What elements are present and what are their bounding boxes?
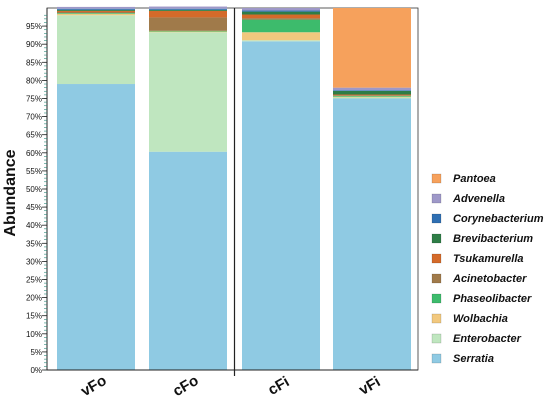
legend-label-acinetobacter: Acinetobacter: [452, 273, 527, 285]
bar-cFi-advenella: [242, 8, 320, 11]
bar-cFi-phaseolibacter: [242, 19, 320, 33]
legend: Pantoea Advenella Corynebacterium Brevibact…: [431, 173, 544, 365]
legend-swatch-serratia: [431, 353, 442, 364]
legend-swatch-corynebacterium: [431, 213, 442, 224]
y-tick-label: 90%: [26, 40, 42, 49]
x-tick-label: cFo: [170, 372, 202, 400]
y-tick-label: 45%: [26, 203, 42, 212]
bar-vFi-wolbachia: [333, 96, 411, 98]
bar-vFi-enterobacter: [333, 97, 411, 99]
bar-cFo-enterobacter: [149, 32, 227, 152]
bar-cFi-brevibacterium: [242, 11, 320, 15]
bar-vFi-brevibacterium: [333, 90, 411, 95]
legend-label-pantoea: Pantoea: [453, 173, 496, 185]
bar-cFo-phaseolibacter: [149, 30, 227, 32]
bar-cFi-tsukamurella: [242, 14, 320, 19]
bar-vFi-tsukamurella: [333, 94, 411, 96]
legend-swatch-advenella: [431, 193, 442, 204]
y-tick-label: 50%: [26, 185, 42, 194]
bar-cFi-serratia: [242, 41, 320, 370]
bar-vFi-serratia: [333, 98, 411, 370]
bar-vFi-acinetobacter: [333, 95, 411, 96]
bar-vFi-advenella: [333, 87, 411, 91]
bar-vFo-wolbachia: [57, 13, 135, 16]
y-tick-label: 95%: [26, 22, 42, 31]
x-tick-label: vFo: [78, 372, 110, 400]
bar-cFi-wolbachia: [242, 32, 320, 41]
y-tick-label: 35%: [26, 239, 42, 248]
legend-swatch-wolbachia: [431, 313, 442, 324]
bar-vFi-pantoea: [333, 8, 411, 88]
x-tick-label: vFi: [356, 373, 383, 399]
y-tick-label: 0%: [30, 366, 42, 375]
y-tick-label: 10%: [26, 330, 42, 339]
bar-cFo-tsukamurella: [149, 10, 227, 18]
bar-vFo-serratia: [57, 84, 135, 371]
x-tick-label: cFi: [265, 373, 292, 399]
bar-vFo-phaseolibacter: [57, 13, 135, 14]
legend-swatch-phaseolibacter: [431, 293, 442, 304]
bar-vFo-brevibacterium: [57, 9, 135, 11]
bar-cFo-corynebacterium: [149, 8, 227, 10]
legend-label-enterobacter: Enterobacter: [453, 333, 522, 345]
y-tick-label: 25%: [26, 276, 42, 285]
legend-label-serratia: Serratia: [453, 353, 494, 365]
bar-cFo-wolbachia: [149, 31, 227, 33]
y-tick-label: 80%: [26, 76, 42, 85]
y-tick-label: 75%: [26, 95, 42, 104]
bar-vFo-tsukamurella: [57, 10, 135, 12]
bar-cFi-corynebacterium: [242, 10, 320, 12]
x-tick-labels: vFo cFo cFi vFi: [78, 372, 383, 400]
bar-cFi-enterobacter: [242, 40, 320, 42]
legend-label-advenella: Advenella: [452, 193, 505, 205]
y-tick-labels: 0% 5% 10% 15% 20% 25% 30% 35% 40% 45% 50% 55% 60% 65%…: [26, 22, 42, 375]
legend-label-tsukamurella: Tsukamurella: [453, 253, 524, 265]
bar-vFo-acinetobacter: [57, 11, 135, 14]
bar-cFo-acinetobacter: [149, 17, 227, 31]
legend-swatch-tsukamurella: [431, 253, 442, 264]
bar-vFo-advenella: [57, 6, 135, 9]
y-axis-label: Abundance: [2, 149, 19, 236]
bar-cFo-advenella: [149, 6, 227, 9]
bars-group: [57, 6, 411, 371]
bar-vFi-corynebacterium: [333, 90, 411, 91]
y-tick-label: 70%: [26, 113, 42, 122]
y-tick-label: 60%: [26, 149, 42, 158]
legend-swatch-brevibacterium: [431, 233, 442, 244]
y-tick-label: 65%: [26, 131, 42, 140]
bar-cFi-acinetobacter: [242, 18, 320, 20]
y-tick-label: 40%: [26, 221, 42, 230]
legend-label-corynebacterium: Corynebacterium: [453, 213, 544, 225]
legend-swatch-acinetobacter: [431, 273, 442, 284]
y-tick-label: 15%: [26, 312, 42, 321]
bar-vFo-enterobacter: [57, 15, 135, 85]
legend-label-phaseolibacter: Phaseolibacter: [453, 293, 532, 305]
axes-group: [42, 8, 418, 376]
legend-swatch-enterobacter: [431, 333, 442, 344]
y-tick-label: 20%: [26, 294, 42, 303]
y-tick-label: 5%: [30, 348, 42, 357]
bar-vFo-corynebacterium: [57, 8, 135, 10]
legend-label-brevibacterium: Brevibacterium: [453, 233, 533, 245]
bar-cFo-serratia: [149, 151, 227, 370]
y-tick-label: 85%: [26, 58, 42, 67]
bar-cFo-brevibacterium: [149, 9, 227, 11]
y-tick-label: 30%: [26, 257, 42, 266]
legend-swatch-pantoea: [431, 173, 442, 184]
bar-vFi-phaseolibacter: [333, 95, 411, 97]
legend-label-wolbachia: Wolbachia: [453, 313, 508, 325]
y-tick-label: 55%: [26, 167, 42, 176]
